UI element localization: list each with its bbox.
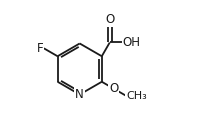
Text: O: O <box>105 13 114 26</box>
Text: F: F <box>36 42 43 55</box>
Text: OH: OH <box>123 36 141 49</box>
Text: N: N <box>75 88 84 101</box>
Text: O: O <box>109 82 118 95</box>
Text: CH₃: CH₃ <box>126 91 147 101</box>
